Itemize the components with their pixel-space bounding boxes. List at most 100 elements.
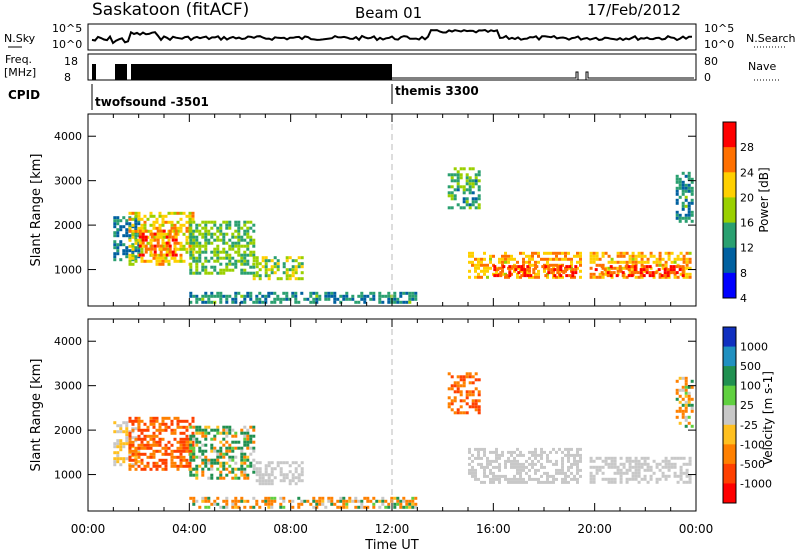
- velocity-cell: [276, 461, 280, 465]
- velocity-cell: [678, 400, 682, 404]
- power-cell: [267, 268, 271, 272]
- power-cell: [342, 294, 346, 298]
- power-cell: [570, 263, 573, 267]
- velocity-cell: [688, 459, 692, 463]
- velocity-cell: [684, 424, 688, 428]
- power-cell: [116, 216, 120, 220]
- velocity-cell: [681, 385, 685, 389]
- velocity-cell: [231, 428, 235, 432]
- velocity-cell: [176, 467, 180, 471]
- velocity-cell: [486, 474, 489, 478]
- power-cell: [465, 182, 469, 186]
- velocity-region: [589, 456, 692, 484]
- power-cell: [204, 294, 208, 298]
- power-cell: [496, 274, 500, 278]
- power-cell: [549, 263, 552, 267]
- velocity-cell: [675, 415, 679, 419]
- velocity-cell: [182, 455, 186, 459]
- velocity-cell: [396, 499, 400, 503]
- velocity-cell: [128, 449, 132, 453]
- velocity-cell: [134, 461, 138, 465]
- power-cell: [564, 251, 567, 255]
- velocity-cell: [637, 462, 641, 466]
- power-cell: [643, 269, 647, 273]
- velocity-cell: [366, 505, 370, 509]
- power-cell: [453, 197, 457, 201]
- velocity-cell: [192, 499, 196, 503]
- power-cell: [195, 259, 199, 263]
- velocity-cell: [170, 449, 174, 453]
- power-cell: [571, 274, 575, 278]
- power-cell: [502, 265, 506, 269]
- power-cell: [210, 271, 214, 275]
- velocity-cell: [492, 465, 495, 469]
- power-cell: [688, 272, 692, 276]
- velocity-cell: [507, 456, 510, 460]
- power-cell: [384, 294, 388, 298]
- power-cell: [511, 265, 515, 269]
- power-cell: [684, 174, 688, 178]
- velocity-cell: [408, 505, 412, 509]
- velocity-cell: [637, 468, 641, 472]
- velocity-cell: [240, 428, 244, 432]
- power-cell: [634, 254, 638, 258]
- velocity-cell: [589, 465, 593, 469]
- power-cell: [273, 297, 277, 301]
- power-cell: [682, 257, 686, 261]
- power-cell: [219, 300, 223, 304]
- velocity-cell: [195, 443, 199, 447]
- velocity-cell: [128, 419, 132, 423]
- power-cell: [513, 269, 516, 273]
- velocity-cell: [465, 390, 469, 394]
- velocity-cell: [246, 440, 250, 444]
- velocity-cell: [468, 450, 471, 454]
- power-cell: [634, 257, 638, 261]
- velocity-cell: [687, 400, 691, 404]
- velocity-cell: [552, 474, 555, 478]
- velocity-cell: [198, 449, 202, 453]
- power-cell: [131, 223, 135, 227]
- velocity-cell: [170, 419, 174, 423]
- power-cell: [276, 277, 280, 281]
- power-cell: [131, 253, 135, 257]
- power-cell: [592, 257, 596, 261]
- cpid-label: CPID: [8, 88, 40, 102]
- velocity-cell: [146, 446, 150, 450]
- power-cell: [607, 260, 611, 264]
- power-cell: [113, 252, 117, 256]
- velocity-cell: [267, 461, 271, 465]
- velocity-cell: [519, 450, 522, 454]
- power-cell: [176, 211, 180, 215]
- power-cell: [291, 291, 295, 295]
- power-cell: [167, 262, 171, 266]
- velocity-ytick-label: 4000: [54, 335, 82, 348]
- power-cell: [360, 294, 364, 298]
- power-cell: [170, 223, 174, 227]
- power-cell: [507, 257, 510, 261]
- velocity-cell: [675, 388, 679, 392]
- power-cell: [450, 197, 454, 201]
- velocity-cell: [188, 422, 192, 426]
- power-cell: [113, 231, 117, 235]
- power-cell: [164, 256, 168, 260]
- velocity-cell: [534, 468, 537, 472]
- velocity-cell: [192, 425, 196, 429]
- velocity-cell: [546, 456, 549, 460]
- velocity-cell: [676, 474, 680, 478]
- velocity-cell: [267, 476, 271, 480]
- power-cell: [153, 250, 157, 254]
- velocity-cell: [261, 479, 265, 483]
- velocity-cell: [243, 467, 247, 471]
- velocity-cell: [549, 480, 552, 484]
- power-cell: [237, 241, 241, 245]
- power-cell: [381, 300, 385, 304]
- power-cell: [131, 232, 135, 236]
- power-cell: [122, 252, 126, 256]
- power-cell: [627, 265, 631, 269]
- power-cell: [192, 256, 196, 260]
- power-cell: [546, 272, 549, 276]
- power-cell: [678, 268, 682, 272]
- velocity-cell: [643, 474, 647, 478]
- velocity-cell: [576, 468, 579, 472]
- power-cell: [687, 189, 691, 193]
